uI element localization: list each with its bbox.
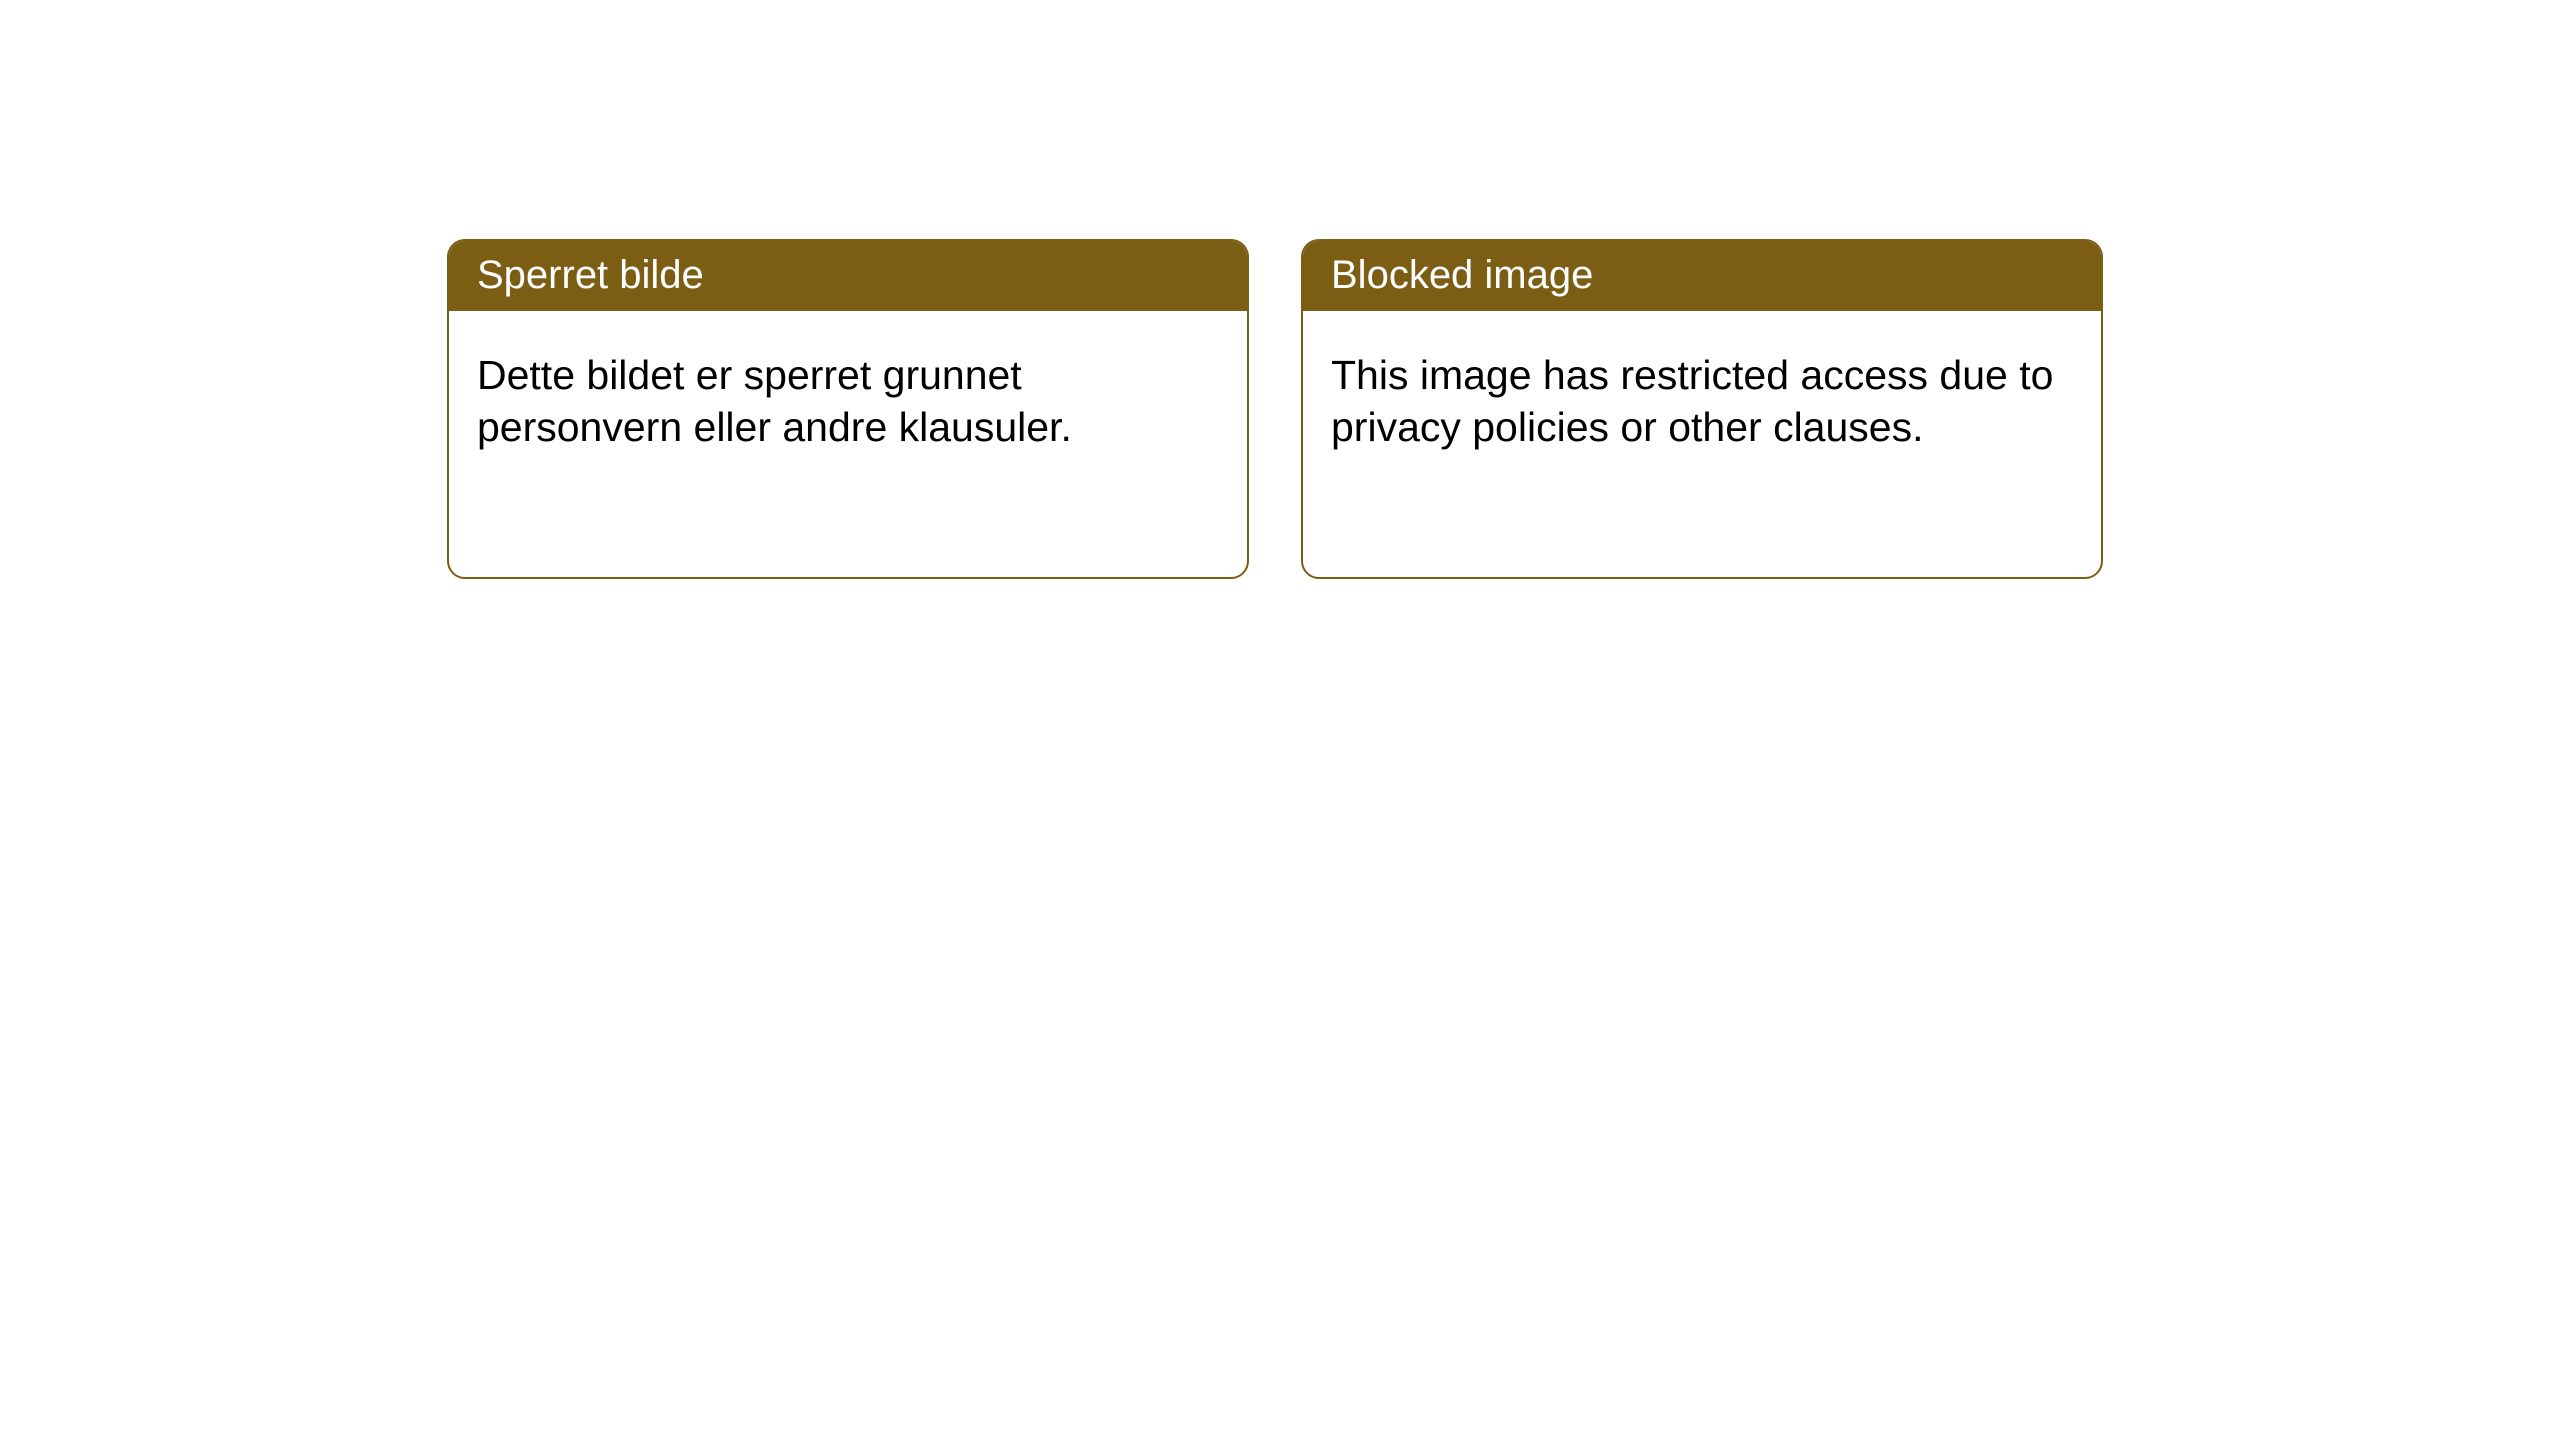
- notice-header: Sperret bilde: [449, 241, 1247, 311]
- notice-card-norwegian: Sperret bilde Dette bildet er sperret gr…: [447, 239, 1249, 579]
- notice-container: Sperret bilde Dette bildet er sperret gr…: [447, 239, 2103, 579]
- notice-card-english: Blocked image This image has restricted …: [1301, 239, 2103, 579]
- notice-body: This image has restricted access due to …: [1303, 311, 2101, 482]
- notice-body: Dette bildet er sperret grunnet personve…: [449, 311, 1247, 482]
- notice-header: Blocked image: [1303, 241, 2101, 311]
